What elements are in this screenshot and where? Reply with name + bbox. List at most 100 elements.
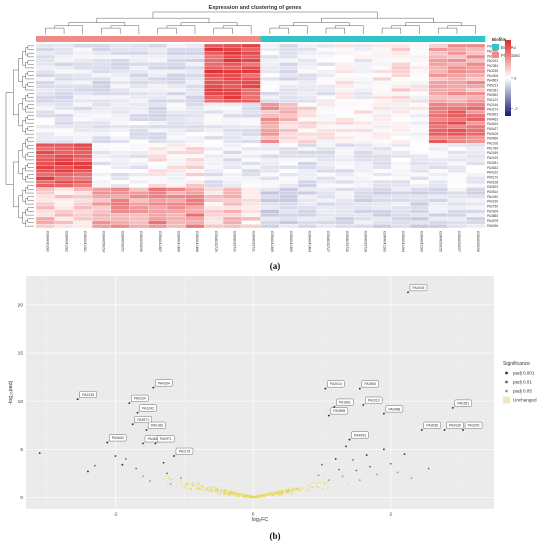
unchanged-point — [252, 496, 254, 499]
heatmap-cell — [466, 132, 486, 137]
heatmap-cell — [110, 205, 130, 210]
heatmap-cell — [185, 150, 205, 155]
heatmap-cell — [410, 132, 429, 137]
heatmap-cell — [54, 113, 74, 118]
unchanged-point — [319, 481, 321, 484]
dendrogram-branch — [96, 17, 210, 23]
heatmap-cell — [260, 43, 280, 48]
heatmap-cell — [241, 132, 261, 137]
heatmap-cell — [222, 91, 242, 96]
unchanged-point — [192, 483, 194, 486]
heatmap-cell — [129, 128, 149, 133]
heatmap-cell — [185, 213, 205, 218]
heatmap-cell — [260, 143, 280, 148]
heatmap-cell — [447, 124, 467, 129]
heatmap-cell — [466, 128, 486, 133]
heatmap-cell — [279, 106, 299, 111]
heatmap-cell — [54, 124, 74, 129]
heatmap-cell — [148, 150, 168, 155]
heatmap-cell — [372, 168, 392, 173]
dendrogram-branch — [27, 152, 34, 157]
heatmap-cell — [391, 43, 411, 48]
unchanged-point — [308, 484, 310, 487]
heatmap-cell — [35, 88, 55, 92]
heatmap-cell — [185, 95, 205, 100]
heatmap-cell — [279, 135, 299, 140]
heatmap-cell — [297, 106, 317, 111]
unchanged-point — [198, 482, 200, 485]
heatmap-cell — [410, 91, 429, 96]
unchanged-point — [210, 487, 212, 490]
heatmap-cell — [353, 205, 373, 210]
heatmap-cell — [110, 172, 130, 177]
unchanged-point — [262, 493, 265, 496]
heatmap-cell — [166, 216, 186, 221]
heatmap-cell — [410, 143, 429, 148]
heatmap-cell — [316, 117, 336, 122]
heatmap-cell — [410, 202, 429, 207]
heatmap-cell — [316, 84, 336, 89]
unchanged-point — [292, 488, 294, 490]
heatmap-cell — [410, 146, 429, 151]
heatmap-cell — [166, 102, 186, 107]
column-label: GSM4041488 — [195, 231, 199, 252]
colorbar-tick-label: -2 — [514, 106, 518, 111]
heatmap-cell — [372, 84, 392, 89]
heatmap-cell — [92, 47, 111, 52]
dendrogram-branch — [27, 45, 34, 50]
heatmap-cell — [391, 161, 411, 166]
row-label: PA3235 — [487, 69, 498, 73]
heatmap-cell — [92, 43, 111, 48]
heatmap-cell — [466, 80, 486, 85]
legend-swatch — [505, 389, 508, 393]
heatmap-cell — [335, 139, 355, 144]
unchanged-point — [226, 490, 229, 492]
heatmap-cell — [110, 213, 130, 218]
heatmap-cell — [353, 176, 373, 181]
heatmap-cell — [410, 209, 429, 214]
heatmap-cell — [54, 88, 74, 92]
heatmap-cell — [54, 47, 74, 52]
heatmap-cell — [185, 202, 205, 207]
heatmap-cell — [447, 135, 467, 140]
heatmap-cell — [222, 43, 242, 48]
heatmap-cell — [73, 51, 93, 56]
heatmap-cell — [241, 110, 261, 115]
heatmap-cell — [241, 76, 261, 81]
heatmap-cell — [129, 54, 149, 59]
unchanged-point — [233, 492, 235, 494]
unchanged-point — [270, 491, 272, 493]
heatmap-cell — [35, 76, 55, 81]
heatmap-cell — [166, 47, 186, 52]
heatmap-cell — [335, 146, 355, 151]
heatmap-cell — [260, 91, 280, 96]
heatmap-cell — [110, 73, 130, 78]
heatmap-cell — [297, 161, 317, 166]
heatmap-cell — [316, 91, 336, 96]
heatmap-cell — [129, 172, 149, 177]
heatmap-cell — [35, 84, 55, 89]
unchanged-point — [322, 488, 324, 490]
heatmap-cell — [428, 194, 448, 199]
heatmap-cell — [148, 76, 168, 81]
heatmap-cell — [316, 150, 336, 155]
heatmap-cell — [166, 117, 186, 122]
row-label: PA2189 — [487, 151, 498, 155]
heatmap-cell — [316, 194, 336, 199]
heatmap-cell — [391, 176, 411, 181]
heatmap-cell — [297, 65, 317, 70]
heatmap-cell — [185, 146, 205, 151]
heatmap-cell — [428, 168, 448, 173]
heatmap-cell — [148, 62, 168, 67]
heatmap-cell — [166, 146, 186, 151]
heatmap-cell — [316, 62, 336, 67]
heatmap-cell — [447, 165, 467, 170]
heatmap-cell — [428, 135, 448, 140]
heatmap-cell — [185, 220, 205, 225]
heatmap-cell — [222, 102, 242, 107]
colorbar-ticks: 20-2 — [511, 45, 518, 111]
annotation-cell — [466, 36, 486, 42]
heatmap-cell — [241, 139, 261, 144]
unchanged-point — [282, 493, 284, 495]
heatmap-cell — [391, 183, 411, 188]
